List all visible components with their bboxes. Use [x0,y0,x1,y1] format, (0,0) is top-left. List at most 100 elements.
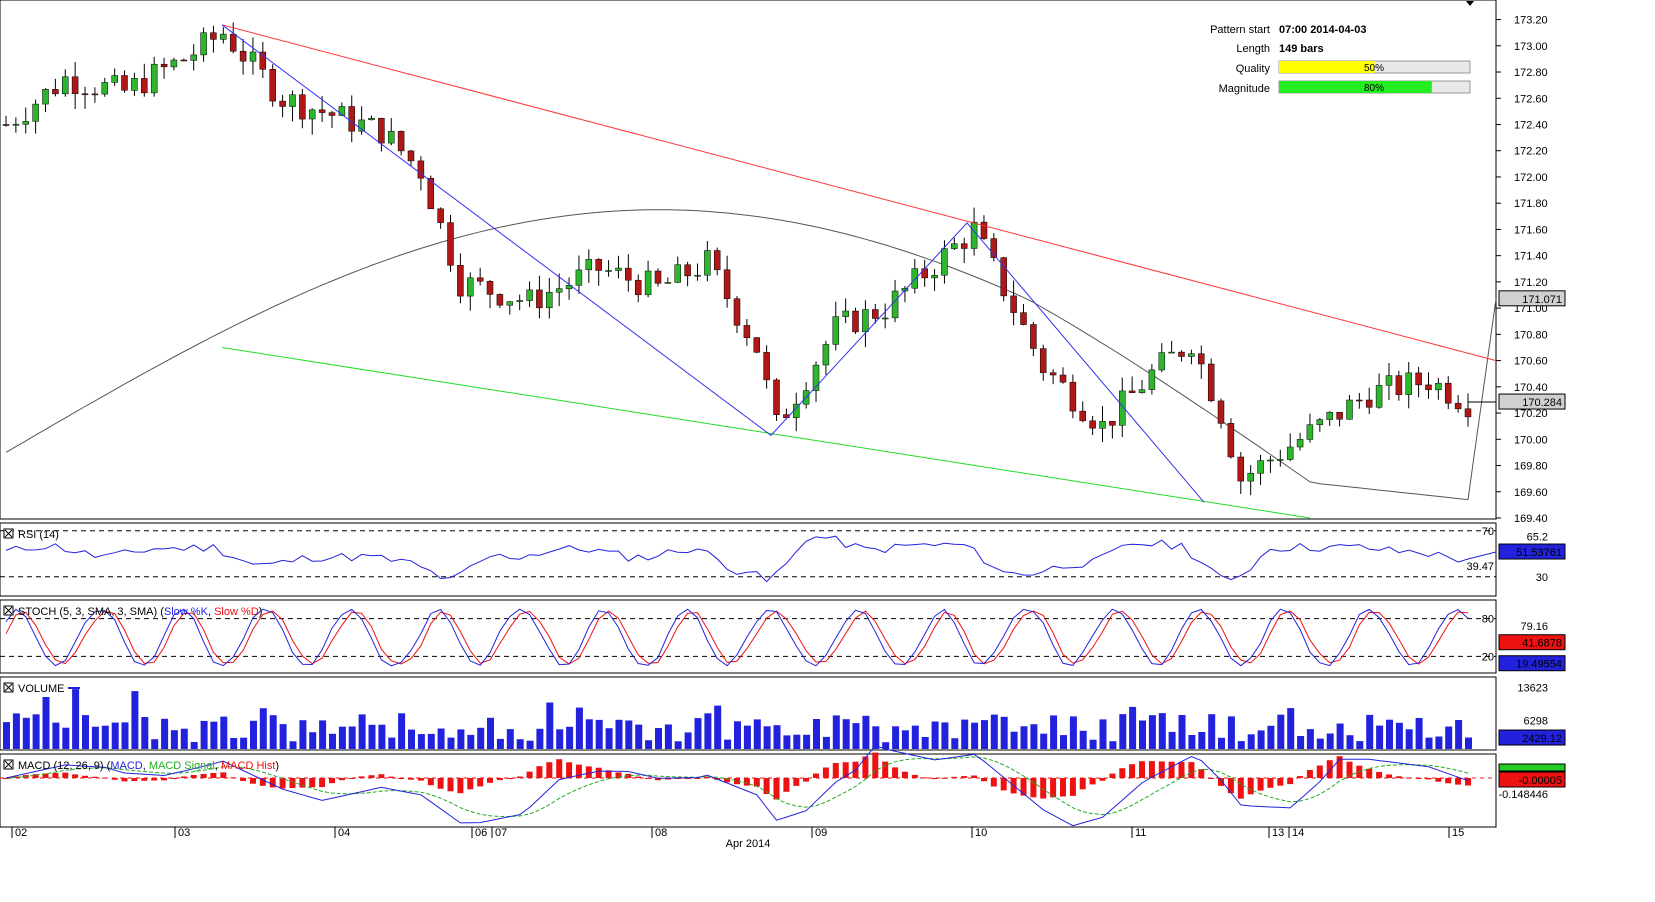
candle [1385,363,1393,401]
volume-bar [427,733,435,749]
macd-hist-bar [1425,778,1432,780]
macd-hist-bar [566,762,573,778]
volume-bar [911,725,919,749]
macd-hist-bar [872,752,879,778]
candle [141,63,148,97]
candle [1336,411,1343,427]
candle [1020,304,1027,326]
length-label: Length [1236,43,1270,55]
candle [526,281,533,308]
pattern-info: Pattern start 07:00 2014-04-03 Length 14… [1210,24,1471,95]
candle-body [1158,352,1166,371]
macd-hist-bar [378,774,385,778]
volume-bar [1218,737,1225,749]
volume-bar [1247,734,1255,749]
macd-hist-bar [1020,778,1027,796]
price-panel[interactable] [0,0,1497,520]
candle-body [773,379,780,415]
candle-body [1454,402,1462,410]
macd-panel[interactable] [0,753,1497,828]
candle [615,255,622,279]
macd-hist-bar [981,778,987,782]
volume-bar [101,725,109,749]
candle [713,247,721,276]
candle [1247,465,1254,496]
macd-hist-bar [901,771,908,778]
volume-bar [230,738,238,749]
macd-hist-bar [319,778,326,788]
volume-bar [901,730,909,749]
macd-hist-bar [3,778,9,779]
volume-bar [575,707,583,749]
macd-hist-bar [230,777,237,779]
volume-bar [753,719,761,749]
candle-body [753,337,761,353]
macd-hist-bar [1455,778,1462,785]
ma-value-text: 171.071 [1522,294,1562,306]
volume-bar [1158,713,1166,749]
macd-hist-bar [1099,778,1106,781]
candle-body [358,119,365,132]
macd-hist-bar [240,778,247,781]
macd-hist-bar [1178,761,1185,778]
macd-hist-bar [674,778,681,779]
volume-bar [1109,741,1117,749]
candle-body [546,291,553,309]
candle [1148,364,1156,395]
volume-bar [842,719,850,749]
macd-toggle-cross [4,760,13,769]
macd-hist-bar [882,761,889,778]
macd-hist-bar [1109,773,1116,778]
volume-bar [990,714,998,749]
candle [822,340,830,375]
candle [1296,432,1304,451]
candle [269,64,276,107]
volume-bar [1326,733,1334,749]
candle [1207,358,1215,403]
volume-bar [1356,741,1364,749]
macd-hist-bar [279,778,286,789]
candle-body [496,294,504,306]
volume-bar [1089,739,1097,749]
candle [338,102,346,116]
candle [1049,369,1057,385]
candle-body [526,289,533,301]
volume-bar [556,729,564,749]
candle-body [575,269,583,286]
volume-bar [1346,735,1354,749]
macd-hist-bar [931,778,938,780]
candle-body [1375,385,1383,408]
rsi-panel[interactable] [0,522,1497,597]
scroll-marker-icon[interactable] [1466,1,1474,6]
candle [763,345,770,389]
candle-body [1415,372,1422,386]
macd-hist-bar [892,767,899,778]
macd-hist-bar [447,778,454,792]
candle [150,56,158,97]
volume-bar [487,717,494,749]
candle-body [427,177,435,210]
volume-bar [338,726,346,749]
macd-hist-bar [1040,778,1047,799]
macd-hist-bar [82,775,88,778]
volume-bar [299,720,307,749]
macd-hist-bar [783,778,790,792]
macd-hist-bar [921,777,928,779]
volume-bar [605,728,613,749]
macd-hist-bar [506,778,513,779]
candle [1257,454,1264,485]
candle-body [1178,351,1185,357]
volume-bar [892,726,900,749]
volume-bar [526,740,534,749]
candle-body [1435,382,1442,391]
candle [378,117,385,152]
candle-body [1306,424,1314,440]
macd-hist-bar [250,778,256,784]
candle-body [150,63,158,94]
macd-hist-bar [141,778,148,781]
volume-bar [417,734,425,749]
volume-bar [190,742,198,749]
volume-bar [783,735,791,749]
pattern-zigzag-line [221,24,1205,503]
